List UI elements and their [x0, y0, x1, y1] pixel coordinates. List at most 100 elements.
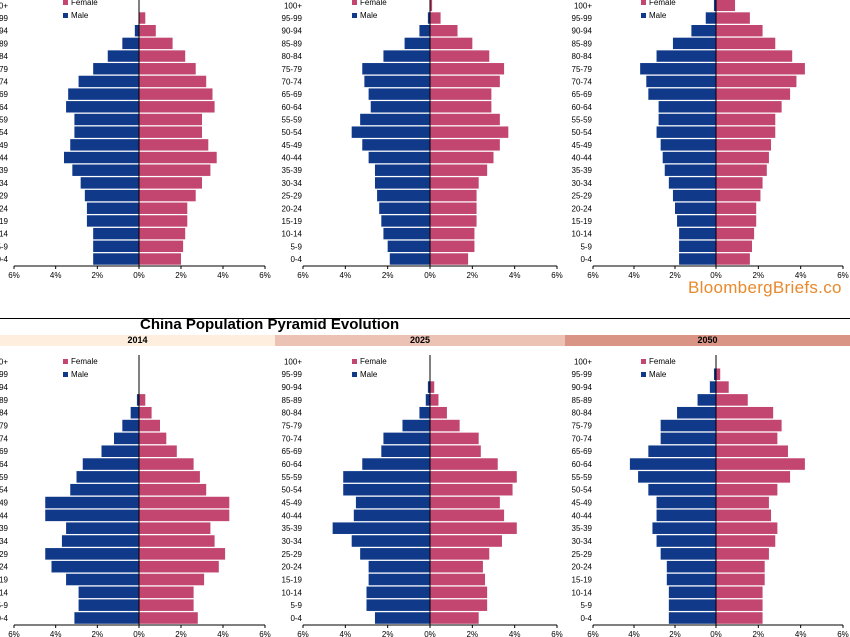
male-bar — [660, 419, 716, 432]
age-tick-label: 5-9 — [580, 601, 592, 610]
female-bar — [139, 445, 177, 457]
legend-swatch-female — [352, 359, 357, 364]
age-tick-label: 80-84 — [0, 52, 9, 61]
x-tick-label: 2% — [92, 630, 104, 637]
age-tick-label: 80-84 — [282, 52, 303, 61]
legend-swatch-male — [641, 372, 646, 377]
age-tick-label: 95-99 — [282, 370, 303, 379]
female-bar — [430, 25, 458, 37]
female-bar — [430, 37, 473, 50]
female-bar — [430, 227, 475, 240]
male-bar — [404, 37, 430, 50]
age-tick-label: 85-89 — [0, 39, 9, 48]
age-tick-label: 30-34 — [572, 537, 593, 546]
age-tick-label: 40-44 — [282, 154, 303, 163]
male-bar — [368, 573, 430, 586]
female-bar — [430, 177, 479, 189]
female-bar — [716, 177, 763, 189]
female-bar — [716, 0, 736, 12]
female-bar — [430, 381, 435, 393]
female-bar — [430, 496, 500, 509]
age-tick-label: 60-64 — [282, 103, 303, 112]
male-bar — [86, 202, 139, 214]
legend-swatch-female — [63, 0, 68, 5]
male-bar — [648, 483, 716, 496]
chart-title: China Population Pyramid Evolution — [140, 316, 400, 333]
female-bar — [139, 215, 188, 227]
age-tick-label: 95-99 — [0, 370, 9, 379]
age-tick-label: 45-49 — [0, 141, 9, 150]
age-tick-label: 50-54 — [572, 128, 593, 137]
age-tick-label: 40-44 — [0, 511, 9, 520]
female-bar — [430, 599, 488, 611]
year-band-2014: 2014 — [0, 335, 275, 346]
male-bar — [662, 151, 716, 164]
male-bar — [705, 12, 716, 24]
female-bar — [430, 586, 488, 599]
age-tick-label: 40-44 — [572, 154, 593, 163]
female-bar — [716, 25, 763, 37]
age-tick-label: 100+ — [284, 1, 302, 10]
male-bar — [362, 458, 430, 470]
age-tick-label: 55-59 — [0, 115, 9, 124]
female-bar — [139, 419, 160, 432]
female-bar — [139, 139, 209, 151]
male-bar — [374, 177, 430, 189]
x-tick-label: 0% — [710, 271, 722, 280]
female-bar — [716, 509, 772, 522]
male-bar — [381, 445, 430, 457]
male-bar — [66, 101, 139, 113]
male-bar — [374, 612, 430, 624]
female-bar — [430, 50, 490, 62]
female-bar — [716, 101, 782, 113]
age-tick-label: 20-24 — [0, 563, 9, 572]
age-tick-label: 90-94 — [572, 27, 593, 36]
female-bar — [430, 509, 505, 522]
legend-label-female: Female — [649, 0, 676, 7]
age-tick-label: 0-4 — [580, 255, 592, 264]
age-tick-label: 95-99 — [0, 14, 9, 23]
female-bar — [430, 432, 479, 445]
male-bar — [668, 177, 716, 189]
male-bar — [668, 612, 716, 624]
male-bar — [672, 37, 716, 50]
x-tick-label: 6% — [259, 630, 271, 637]
age-tick-label: 20-24 — [282, 563, 303, 572]
male-bar — [664, 164, 716, 176]
female-bar — [716, 458, 805, 470]
legend-label-male: Male — [649, 370, 667, 379]
male-bar — [70, 483, 139, 496]
age-tick-label: 5-9 — [290, 601, 302, 610]
age-tick-label: 40-44 — [0, 154, 9, 163]
female-bar — [716, 483, 778, 496]
female-bar — [716, 445, 788, 457]
male-bar — [427, 381, 430, 393]
age-tick-label: 60-64 — [572, 460, 593, 469]
age-tick-label: 75-79 — [572, 65, 593, 74]
female-bar — [430, 573, 486, 586]
female-bar — [430, 0, 433, 12]
male-bar — [368, 151, 430, 164]
legend-swatch-male — [352, 372, 357, 377]
male-bar — [78, 599, 139, 611]
age-tick-label: 85-89 — [572, 39, 593, 48]
age-tick-label: 55-59 — [572, 473, 593, 482]
x-tick-label: 6% — [551, 271, 563, 280]
age-tick-label: 65-69 — [282, 447, 303, 456]
age-tick-label: 20-24 — [0, 204, 9, 213]
legend-swatch-male — [352, 13, 357, 18]
legend-swatch-female — [63, 359, 68, 364]
female-bar — [716, 164, 767, 176]
female-bar — [716, 253, 750, 265]
male-bar — [332, 522, 430, 534]
x-tick-label: 6% — [551, 630, 563, 637]
male-bar — [425, 394, 430, 406]
age-tick-label: 100+ — [0, 357, 8, 366]
legend-swatch-female — [641, 359, 646, 364]
female-bar — [139, 227, 186, 240]
age-tick-label: 0-4 — [580, 614, 592, 623]
female-bar — [430, 253, 469, 265]
age-tick-label: 10-14 — [572, 588, 593, 597]
male-bar — [666, 560, 716, 573]
age-tick-label: 55-59 — [282, 115, 303, 124]
